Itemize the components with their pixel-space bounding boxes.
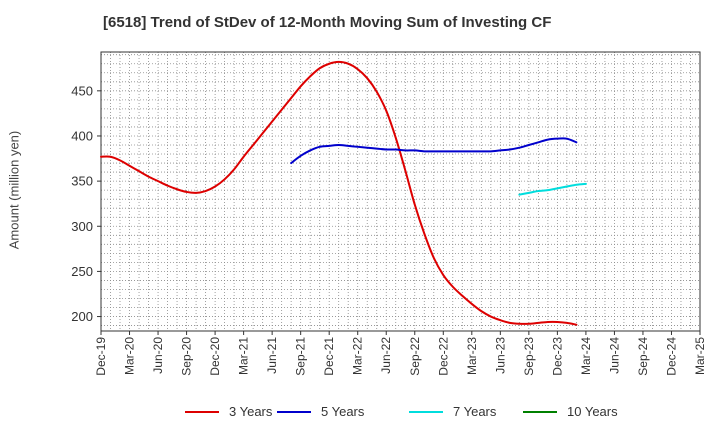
x-tick-label: Jun-24 (607, 337, 621, 374)
series-lines (100, 60, 587, 326)
y-tick-label: 250 (71, 264, 93, 279)
x-tick-label: Dec-23 (550, 337, 564, 376)
y-tick-label: 350 (71, 174, 93, 189)
series-line-3-years (100, 60, 578, 326)
x-tick-labels: Dec-19 Mar-20 Jun-20 Sep-20 Dec-20 Mar-21 Jun-… (94, 331, 707, 376)
x-tick-label: Sep-20 (180, 337, 194, 376)
legend: 3 Years 5 Years 7 Years 10 Years (0, 404, 720, 426)
legend-item-5-years: 5 Years (277, 404, 364, 419)
x-tick-label: Jun-23 (493, 337, 507, 374)
x-tick-label: Mar-20 (123, 337, 137, 375)
y-tick-label: 300 (71, 219, 93, 234)
legend-item-10-years: 10 Years (523, 404, 618, 419)
x-tick-label: Sep-24 (636, 337, 650, 376)
x-tick-label: Mar-24 (579, 337, 593, 375)
x-tick-label: Sep-21 (294, 337, 308, 376)
plot-frame (100, 51, 701, 332)
x-tick-label: Jun-20 (151, 337, 165, 374)
chart-title: [6518] Trend of StDev of 12-Month Moving… (103, 14, 552, 31)
x-tick-label: Sep-23 (522, 337, 536, 376)
series-line-5-years (290, 137, 578, 165)
x-tick-label: Dec-22 (436, 337, 450, 376)
y-tick-label: 200 (71, 309, 93, 324)
y-tick-label: 400 (71, 128, 93, 143)
series-line-7-years (518, 182, 587, 196)
grid (100, 52, 701, 331)
x-tick-label: Mar-23 (465, 337, 479, 375)
legend-swatch (185, 410, 219, 413)
legend-item-3-years: 3 Years (185, 404, 272, 419)
legend-swatch (277, 410, 311, 413)
y-tick-labels: 200 250 300 350 400 450 (71, 83, 101, 324)
x-tick-label: Sep-22 (408, 337, 422, 376)
x-tick-label: Dec-19 (94, 337, 108, 376)
x-tick-label: Dec-21 (322, 337, 336, 376)
legend-item-7-years: 7 Years (409, 404, 496, 419)
legend-swatch (523, 410, 557, 413)
plot-area (101, 52, 700, 331)
legend-label: 7 Years (453, 404, 497, 419)
x-tick-label: Mar-25 (693, 337, 707, 375)
x-tick-label: Mar-22 (351, 337, 365, 375)
x-tick-label: Jun-22 (379, 337, 393, 374)
x-tick-label: Mar-21 (237, 337, 251, 375)
x-tick-label: Dec-24 (664, 337, 678, 376)
legend-label: 3 Years (229, 404, 273, 419)
legend-label: 10 Years (567, 404, 618, 419)
x-tick-label: Jun-21 (265, 337, 279, 374)
legend-swatch (409, 410, 443, 413)
legend-label: 5 Years (321, 404, 365, 419)
x-tick-label: Dec-20 (208, 337, 222, 376)
y-tick-label: 450 (71, 83, 93, 98)
plot-border (100, 51, 701, 332)
